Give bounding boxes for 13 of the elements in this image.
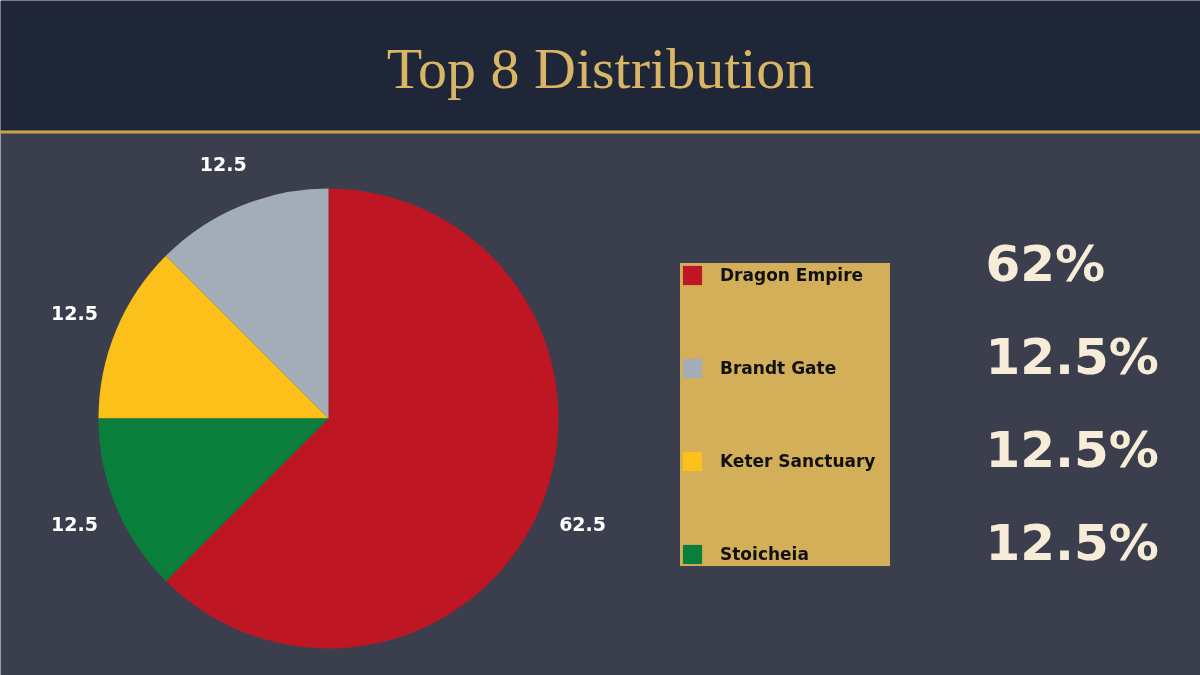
- text: 12.5%: [985, 327, 1159, 386]
- data-label: 62.5: [559, 512, 607, 535]
- legend-label: Keter Sanctuary: [720, 450, 877, 473]
- text: 12.5%: [985, 513, 1159, 572]
- chart-title: Top 8 Distribution: [386, 36, 815, 101]
- data-label: 12.5: [199, 153, 247, 176]
- text: 62%: [985, 234, 1106, 293]
- text: 12.5%: [985, 420, 1159, 479]
- data-label: 12.5: [50, 512, 98, 535]
- legend-label: Brandt Gate: [720, 357, 838, 380]
- legend-label: Dragon Empire: [720, 264, 865, 287]
- legend-label: Stoicheia: [720, 543, 810, 566]
- data-label: 12.5: [50, 302, 98, 325]
